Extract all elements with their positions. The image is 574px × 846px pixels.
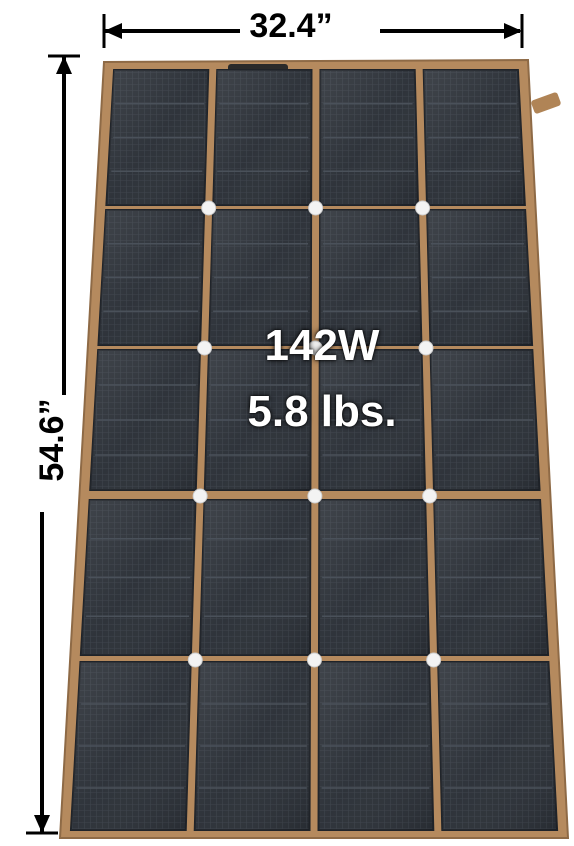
weight-label: 5.8 lbs. [247,387,397,436]
height-dimension-label: 54.6” [33,398,71,482]
grommet [308,200,324,216]
power-rating-label: 142W [264,321,380,370]
width-dimension-label: 32.4” [249,7,333,45]
grommet [307,340,323,356]
grommet [415,200,431,216]
grommet [192,488,208,504]
solar-cell-grid [69,69,559,831]
grommet [201,200,217,216]
grommet [426,652,442,668]
grommet [197,340,213,356]
grommet [187,652,203,668]
grommet-group [187,200,442,668]
side-strap [531,92,561,114]
height-dimension-line [26,54,80,835]
grommet [422,488,438,504]
width-dimension-line [102,14,524,48]
grommet [418,340,434,356]
grommet [306,652,322,668]
grommet [307,488,323,504]
